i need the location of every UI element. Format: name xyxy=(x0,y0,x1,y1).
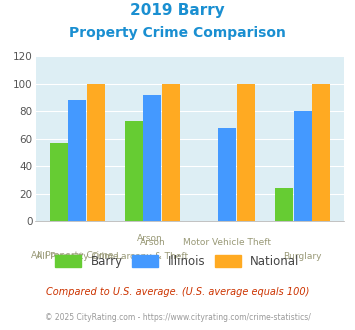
Text: © 2025 CityRating.com - https://www.cityrating.com/crime-statistics/: © 2025 CityRating.com - https://www.city… xyxy=(45,314,310,322)
Text: Burglary: Burglary xyxy=(283,252,322,261)
Text: All Property Crime: All Property Crime xyxy=(36,252,119,261)
Text: Larceny & Theft: Larceny & Theft xyxy=(0,329,1,330)
Text: 2019 Barry: 2019 Barry xyxy=(130,3,225,18)
Text: Motor Vehicle Theft: Motor Vehicle Theft xyxy=(0,329,1,330)
Text: Property Crime Comparison: Property Crime Comparison xyxy=(69,26,286,40)
Legend: Barry, Illinois, National: Barry, Illinois, National xyxy=(51,250,304,273)
Bar xyxy=(275,188,293,221)
Bar xyxy=(87,83,105,221)
Text: Larceny & Theft: Larceny & Theft xyxy=(116,252,189,261)
Text: Burglary: Burglary xyxy=(0,329,1,330)
Text: Arson: Arson xyxy=(140,238,165,247)
Bar xyxy=(237,83,255,221)
Bar xyxy=(294,111,312,221)
Bar xyxy=(68,100,86,221)
Text: Motor Vehicle Theft: Motor Vehicle Theft xyxy=(184,238,272,247)
Bar xyxy=(50,143,67,221)
Bar xyxy=(218,128,236,221)
Bar xyxy=(312,83,330,221)
Text: All Property Crime: All Property Crime xyxy=(31,251,114,260)
Bar xyxy=(143,95,162,221)
Text: Arson: Arson xyxy=(137,234,163,243)
Text: Compared to U.S. average. (U.S. average equals 100): Compared to U.S. average. (U.S. average … xyxy=(46,287,309,297)
Bar xyxy=(125,121,143,221)
Bar xyxy=(162,83,180,221)
